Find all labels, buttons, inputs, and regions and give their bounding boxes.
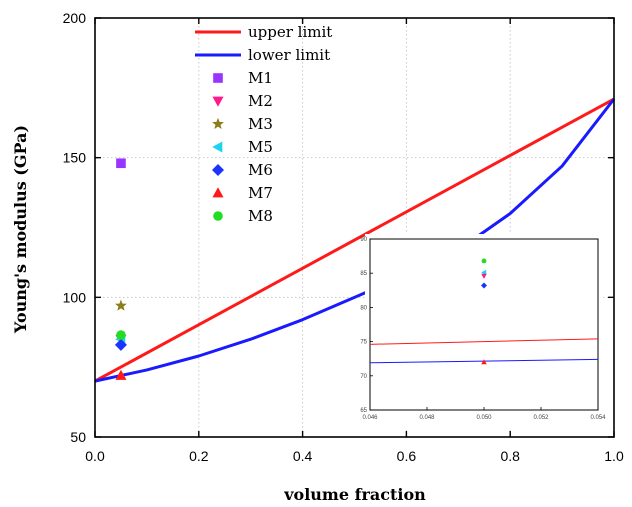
x-tick-label: 0.2 [189, 448, 209, 464]
legend-swatch-marker [212, 164, 224, 176]
legend-item: M7 [212, 184, 273, 202]
legend-label: lower limit [248, 46, 330, 64]
y-axis-title: Young's modulus (GPa) [11, 125, 30, 334]
inset-series-line [369, 338, 599, 345]
legend-label: M7 [248, 184, 273, 202]
legend-item: lower limit [195, 46, 330, 64]
legend-item: M5 [212, 138, 273, 156]
inset-data-point [481, 258, 487, 264]
legend-label: upper limit [248, 23, 332, 41]
inset-x-tick-label: 0.052 [533, 415, 549, 421]
inset-y-tick-label: 75 [360, 340, 367, 346]
inset-y-tick-label: 80 [360, 305, 367, 311]
legend-label: M2 [248, 92, 273, 110]
data-point-M1 [116, 158, 126, 169]
legend-item: M3 [212, 115, 273, 133]
inset-x-tick-label: 0.050 [476, 415, 492, 421]
inset-y-tick-label: 90 [360, 237, 367, 243]
inset-background [365, 234, 603, 429]
x-tick-label: 1.0 [604, 448, 624, 464]
inset-x-tick-label: 0.046 [362, 415, 378, 421]
legend-label: M5 [248, 138, 273, 156]
inset-y-tick-label: 85 [360, 271, 367, 277]
legend-item: upper limit [195, 23, 332, 41]
legend-label: M1 [248, 69, 273, 87]
data-point-M7 [115, 369, 127, 380]
legend-swatch-marker [213, 73, 223, 83]
inset-y-tick-label: 70 [360, 374, 367, 380]
legend-swatch-marker [212, 141, 223, 153]
inset-data-point [481, 359, 487, 365]
data-point-M3 [115, 299, 127, 311]
inset-data-point [481, 273, 487, 279]
x-tick-label: 0.6 [397, 448, 417, 464]
inset-y-tick-label: 65 [360, 408, 367, 414]
legend-item: M1 [213, 69, 273, 87]
legend-swatch-marker [212, 96, 224, 107]
legend: upper limit lower limit M1 M2 M3 M5 M6 M7 M8 [195, 23, 332, 225]
inset-data-point [481, 282, 487, 289]
y-tick-label: 150 [63, 150, 87, 166]
inset-chart: 0.046 0.048 0.050 0.052 0.054 65 70 75 80 85 90 [360, 234, 606, 429]
inset-x-tick-label: 0.048 [419, 415, 435, 421]
data-point-M8 [116, 330, 126, 340]
inset-x-tick-label: 0.054 [590, 415, 606, 421]
x-tick-label: 0.8 [500, 448, 520, 464]
series-line-upper-limit [94, 97, 615, 383]
data-point-M6 [114, 338, 127, 351]
main-axes: 0.0 0.2 0.4 0.6 0.8 1.0 50 100 150 200 [63, 10, 624, 464]
main-series [94, 97, 616, 383]
x-axis-title: volume fraction [283, 485, 426, 504]
legend-swatch-marker [212, 187, 224, 198]
legend-label: M3 [248, 115, 273, 133]
legend-swatch-marker [212, 117, 224, 130]
x-tick-label: 0.4 [293, 448, 313, 464]
legend-item: M6 [212, 161, 273, 179]
y-tick-label: 50 [70, 429, 86, 445]
legend-item: M2 [212, 92, 273, 110]
legend-label: M6 [248, 161, 273, 179]
series-line-lower-limit [94, 98, 616, 383]
y-tick-label: 100 [63, 289, 87, 305]
legend-item: M8 [213, 207, 273, 225]
x-tick-label: 0.0 [85, 448, 105, 464]
legend-label: M8 [248, 207, 273, 225]
plot-frame [94, 17, 615, 438]
y-tick-label: 200 [63, 10, 87, 26]
legend-swatch-marker [213, 211, 223, 221]
